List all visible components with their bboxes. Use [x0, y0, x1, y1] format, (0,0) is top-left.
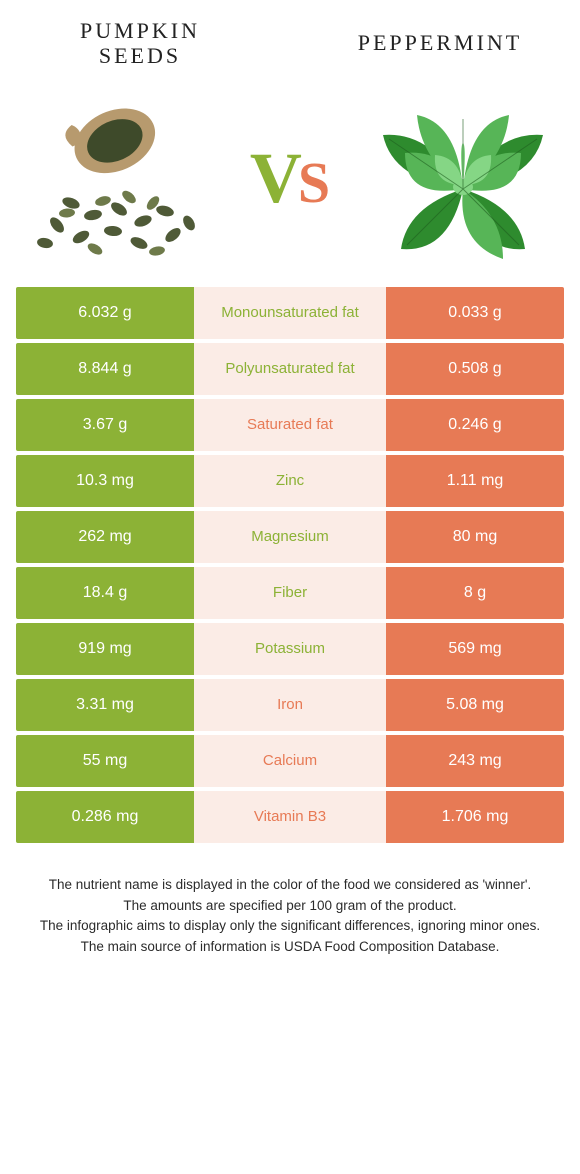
right-value: 1.706 mg: [386, 791, 564, 843]
left-value: 919 mg: [16, 623, 194, 675]
footer-line: The nutrient name is displayed in the co…: [36, 875, 544, 896]
nutrient-label: Calcium: [194, 735, 386, 787]
table-row: 8.844 gPolyunsaturated fat0.508 g: [16, 343, 564, 395]
pumpkin-seeds-icon: [23, 93, 213, 263]
table-row: 3.67 gSaturated fat0.246 g: [16, 399, 564, 451]
vs-label: VS: [235, 142, 345, 214]
image-row: VS: [0, 69, 580, 287]
vs-v: V: [250, 142, 302, 214]
title-line: seeds: [99, 43, 181, 68]
peppermint-icon: [368, 93, 558, 263]
left-value: 6.032 g: [16, 287, 194, 339]
table-row: 262 mgMagnesium80 mg: [16, 511, 564, 563]
right-value: 0.033 g: [386, 287, 564, 339]
nutrient-label: Monounsaturated fat: [194, 287, 386, 339]
header-spacer: [270, 18, 310, 69]
table-row: 6.032 gMonounsaturated fat0.033 g: [16, 287, 564, 339]
left-food-title: Pumpkin seeds: [10, 18, 270, 69]
left-value: 10.3 mg: [16, 455, 194, 507]
left-value: 3.31 mg: [16, 679, 194, 731]
right-value: 0.508 g: [386, 343, 564, 395]
left-value: 55 mg: [16, 735, 194, 787]
footer-line: The main source of information is USDA F…: [36, 937, 544, 958]
vs-s: S: [298, 154, 330, 212]
table-row: 10.3 mgZinc1.11 mg: [16, 455, 564, 507]
footer-line: The infographic aims to display only the…: [36, 916, 544, 937]
table-row: 919 mgPotassium569 mg: [16, 623, 564, 675]
nutrient-label: Potassium: [194, 623, 386, 675]
right-value: 8 g: [386, 567, 564, 619]
pumpkin-seeds-image: [12, 93, 223, 263]
title-line: Pumpkin: [80, 18, 200, 43]
left-value: 0.286 mg: [16, 791, 194, 843]
nutrient-label: Polyunsaturated fat: [194, 343, 386, 395]
left-value: 8.844 g: [16, 343, 194, 395]
right-value: 0.246 g: [386, 399, 564, 451]
header: Pumpkin seeds Peppermint: [0, 0, 580, 69]
left-value: 3.67 g: [16, 399, 194, 451]
nutrient-label: Fiber: [194, 567, 386, 619]
table-row: 55 mgCalcium243 mg: [16, 735, 564, 787]
peppermint-image: [357, 93, 568, 263]
nutrient-label: Saturated fat: [194, 399, 386, 451]
left-value: 262 mg: [16, 511, 194, 563]
nutrient-label: Magnesium: [194, 511, 386, 563]
right-value: 80 mg: [386, 511, 564, 563]
right-value: 243 mg: [386, 735, 564, 787]
right-value: 569 mg: [386, 623, 564, 675]
table-row: 0.286 mgVitamin B31.706 mg: [16, 791, 564, 843]
nutrient-label: Vitamin B3: [194, 791, 386, 843]
left-value: 18.4 g: [16, 567, 194, 619]
nutrient-label: Zinc: [194, 455, 386, 507]
footer-notes: The nutrient name is displayed in the co…: [0, 847, 580, 959]
table-row: 18.4 gFiber8 g: [16, 567, 564, 619]
footer-line: The amounts are specified per 100 gram o…: [36, 896, 544, 917]
table-row: 3.31 mgIron5.08 mg: [16, 679, 564, 731]
right-value: 1.11 mg: [386, 455, 564, 507]
right-value: 5.08 mg: [386, 679, 564, 731]
nutrient-label: Iron: [194, 679, 386, 731]
comparison-table: 6.032 gMonounsaturated fat0.033 g8.844 g…: [0, 287, 580, 843]
right-food-title: Peppermint: [310, 18, 570, 69]
